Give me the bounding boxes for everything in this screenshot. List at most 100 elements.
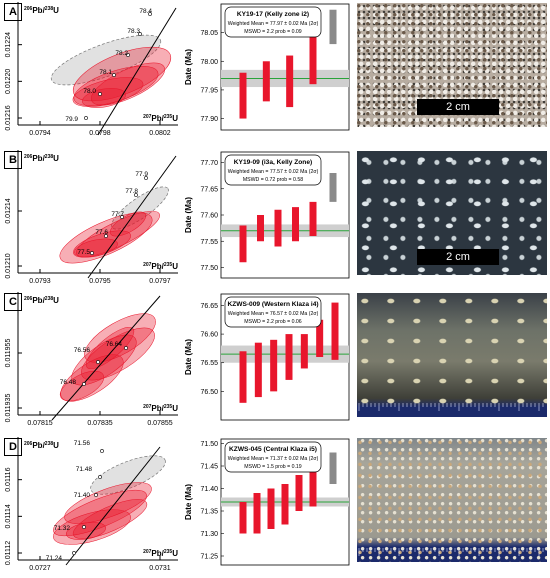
y-tick-label: 0.011955 [5,339,12,368]
y-tick-label: 0.01214 [5,198,12,223]
age-label: 71.24 [46,555,63,562]
y-tick-label: 0.01216 [5,105,12,130]
concordia-curve [97,7,177,136]
age-label: 77.8 [125,188,138,195]
x-tick-label: 0.0802 [149,130,171,137]
age-label: 76.64 [106,341,123,348]
concordia-curve [65,446,161,566]
mswd-text: MSWD = 2.2 prob = 0.09 [244,29,301,35]
y-axis-label: Date (Ma) [184,339,193,375]
concordia-plot: 0.01112 0.01114 0.01116 0.0727 0.0731 206Pb/2… [5,437,178,572]
y-axis-label: Date (Ma) [184,197,193,233]
age-marker [98,92,102,96]
y-tick-label: 71.45 [200,464,218,471]
age-marker [148,12,152,16]
weighted-mean-text: Weighted Mean = 71.37 ± 0.02 Ma (2σ) [228,456,319,462]
stats-box [224,6,322,38]
date-bar [309,470,317,507]
x-tick-label: 0.0731 [149,565,171,572]
age-label: 78.3 [127,28,140,35]
sample-title: KZWS-009 (Western Klaza i4) [227,301,318,308]
y-tick-label: 71.50 [200,441,218,448]
date-bar [239,351,247,403]
date-bar [257,215,264,242]
sample-title: KY19-17 (Kelly zone i2) [237,11,309,18]
age-marker [112,73,116,77]
mswd-text: MSWD = 2.2 prob = 0.06 [244,319,301,325]
ruler [358,548,544,556]
concordia-axes: 0.01210 0.01214 0.0793 0.0795 0.0797 [5,150,178,285]
x-tick-label: 0.0727 [29,565,51,572]
age-marker [90,251,94,255]
date-bar [285,334,293,380]
age-label: 78.4 [139,8,152,15]
age-marker [134,193,138,197]
y-axis-label: 206Pb/238U [24,154,59,163]
error-ellipse [82,88,126,108]
age-plot: 77.70 77.65 77.60 77.55 77.50 Date (Ma) KY19-0… [184,151,350,279]
date-bar [239,225,247,263]
ruler [358,403,544,411]
error-ellipse [53,509,131,545]
sample-title: KZWS-045 (Central Klaza i5) [229,446,317,453]
error-ellipse [84,313,156,363]
concordia-curve [51,295,161,421]
y-tick-label: 77.90 [200,116,218,123]
y-axis-label: Date (Ma) [184,49,193,85]
panel-d: D 0.01112 0.01114 0.01116 0.0727 0.0731 206Pb/… [0,435,550,577]
age-label: 77.5 [77,249,90,256]
x-tick-label: 0.0798 [89,130,111,137]
y-axis-label: 206Pb/238U [24,296,59,305]
age-marker [84,116,88,120]
age-label: 77.9 [135,171,148,178]
rock-sample-photo [357,438,547,562]
y-tick-label: 0.01116 [5,467,12,491]
y-tick-label: 77.95 [200,87,218,94]
x-axis-label: 207Pb/235U [143,404,178,413]
age-marker [94,493,98,497]
y-tick-label: 0.01224 [5,32,12,57]
y-tick-label: 77.50 [200,265,218,272]
x-axis-label: 207Pb/235U [143,262,178,271]
y-tick-label: 77.60 [200,213,218,220]
date-bar [316,319,324,357]
x-tick-label: 0.0793 [29,278,51,285]
date-bar [262,61,270,102]
age-marker [96,360,100,364]
date-bar [309,201,317,236]
age-label: 71.56 [74,440,91,447]
y-tick-label: 77.65 [200,186,218,193]
scale-bar: 2 cm [417,249,499,265]
x-axis-label: 207Pb/235U [143,114,178,123]
age-label: 77.6 [95,229,108,236]
age-label: 77.7 [111,211,124,218]
age-plot: 71.50 71.45 71.40 71.35 71.30 71.25 Date (Ma) K… [184,438,350,566]
age-marker [120,215,124,219]
age-label: 76.48 [60,379,77,386]
age-label: 71.32 [54,525,71,532]
panel-b: B 0.01210 0.01214 0.0793 0.0795 0.0797 206Pb/2… [0,148,550,290]
age-plot: 78.05 78.00 77.95 77.90 Date (Ma) KY19-17 (Ke… [184,3,350,131]
y-tick-label: 76.50 [200,389,218,396]
error-ellipse [72,77,144,107]
age-label: 78.2 [115,50,128,57]
age-marker [82,382,86,386]
scale-bar: 2 cm [417,99,499,115]
y-tick-label: 0.01114 [5,504,12,528]
panel-a: A 0.01216 0.01220 0.01224 0.0794 0.0798 0.0802… [0,0,550,142]
date-bar [253,493,261,534]
age-marker [138,32,142,36]
panel-c: C 0.011935 0.011955 0.07815 0.07835 0.07855 20… [0,290,550,432]
concordia-curve [87,155,177,279]
y-tick-label: 78.05 [200,30,218,37]
date-bar [267,488,275,529]
y-tick-label: 0.01220 [5,69,12,94]
y-tick-label: 0.011935 [5,394,12,423]
excluded-date-bar [329,452,337,484]
rock-sample-photo: 2 cm [357,3,547,127]
error-ellipse [85,327,135,369]
y-tick-label: 77.70 [200,160,218,167]
date-bar [309,26,317,85]
age-marker [98,475,102,479]
age-label: 71.40 [74,492,91,499]
